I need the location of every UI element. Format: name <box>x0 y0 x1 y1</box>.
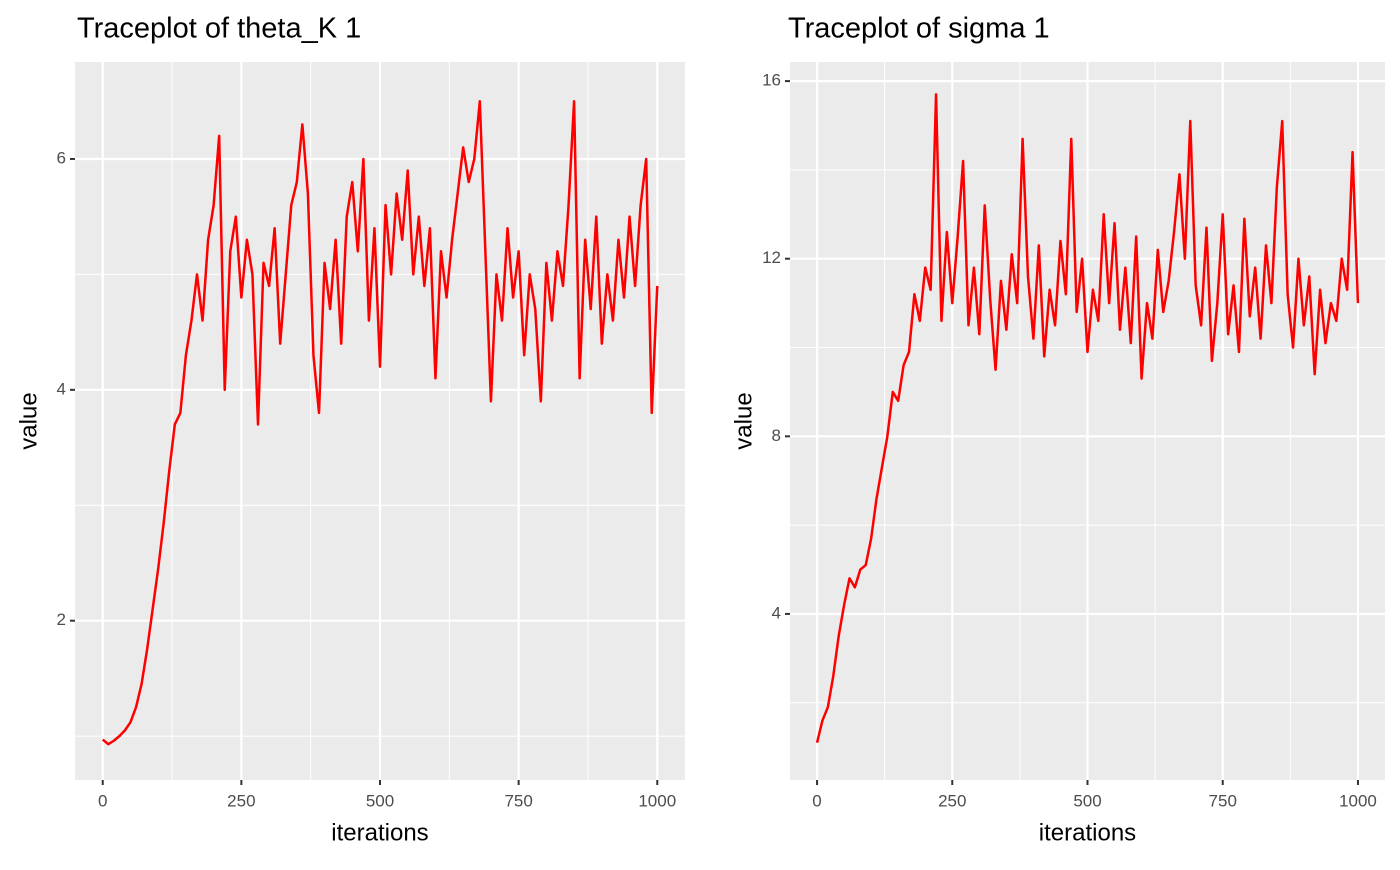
x-tick-label: 500 <box>1073 791 1101 810</box>
x-tick-label: 250 <box>938 791 966 810</box>
chart-title: Traceplot of theta_K 1 <box>77 13 361 45</box>
y-tick-label: 16 <box>762 71 781 90</box>
x-tick-label: 750 <box>504 791 532 810</box>
y-axis-title: value <box>15 392 42 449</box>
trace-line <box>815 93 1360 743</box>
y-tick-label: 12 <box>762 248 781 267</box>
x-tick-label: 0 <box>98 791 107 810</box>
x-axis-title: iterations <box>1039 819 1136 846</box>
x-axis-title: iterations <box>331 819 428 846</box>
y-tick-label: 4 <box>57 379 66 398</box>
chart-title: Traceplot of sigma 1 <box>788 13 1050 45</box>
y-tick-label: 6 <box>57 148 66 167</box>
x-tick-label: 500 <box>366 791 394 810</box>
x-tick-label: 1000 <box>638 791 676 810</box>
x-tick-label: 1000 <box>1339 791 1377 810</box>
trace-line <box>101 100 659 746</box>
y-tick-label: 2 <box>57 610 66 629</box>
y-tick-label: 8 <box>772 426 781 445</box>
y-axis-title: value <box>730 392 757 449</box>
x-tick-label: 750 <box>1209 791 1237 810</box>
x-tick-label: 250 <box>227 791 255 810</box>
x-tick-label: 0 <box>812 791 821 810</box>
y-tick-label: 4 <box>772 603 781 622</box>
